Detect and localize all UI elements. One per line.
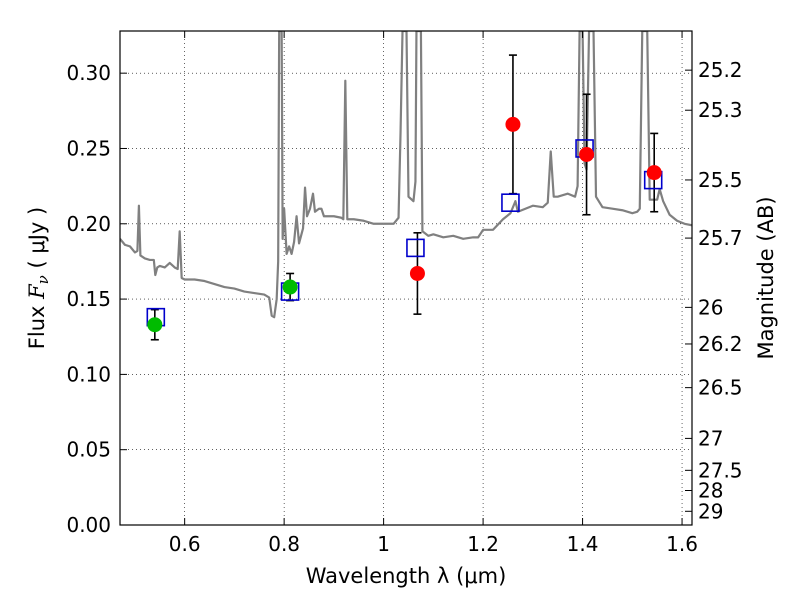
right-axis-title: Magnitude (AB) bbox=[754, 196, 778, 359]
y-tick-label: 0.05 bbox=[66, 438, 111, 462]
magnitude-tick-label: 25.2 bbox=[698, 58, 743, 82]
y-tick-label: 0.30 bbox=[66, 61, 111, 85]
magnitude-tick-label: 25.3 bbox=[698, 98, 743, 122]
plot-frame bbox=[119, 30, 693, 526]
x-tick-label: 1.2 bbox=[467, 532, 499, 556]
magnitude-tick-label: 26.5 bbox=[698, 376, 743, 400]
y-tick-label: 0.00 bbox=[66, 513, 111, 537]
tick-marks bbox=[120, 31, 692, 526]
magnitude-tick-label: 28 bbox=[698, 479, 723, 503]
y-tick-label: 0.25 bbox=[66, 136, 111, 160]
model-flux-box bbox=[501, 193, 520, 212]
x-tick-label: 1.4 bbox=[567, 532, 599, 556]
photometry-point-layer bbox=[147, 116, 662, 333]
magnitude-tick-label: 25.5 bbox=[698, 168, 743, 192]
x-tick-label: 1 bbox=[377, 532, 390, 556]
tick-labels: 0.6 0.8 1 1.2 1.4 1.6 0.00 0.05 0.10 0.15 0.20 0.25… bbox=[66, 58, 742, 556]
x-tick-label: 1.6 bbox=[666, 532, 698, 556]
magnitude-tick-label: 26.2 bbox=[698, 332, 743, 356]
magnitude-tick-label: 29 bbox=[698, 499, 723, 523]
magnitude-tick-label: 25.7 bbox=[698, 226, 743, 250]
magnitude-tick-label: 26 bbox=[698, 295, 723, 319]
photometry-point-red bbox=[646, 165, 662, 181]
x-tick-label: 0.8 bbox=[268, 532, 300, 556]
y-tick-label: 0.10 bbox=[66, 362, 111, 386]
y-axis-title-subscript: ν bbox=[34, 275, 52, 284]
y-axis-title-symbol: F bbox=[25, 283, 49, 300]
y-axis-title: Flux Fν ( μJy ) bbox=[25, 207, 52, 349]
photometry-point-red bbox=[579, 147, 595, 162]
photometry-point-green bbox=[147, 317, 163, 333]
y-axis-title-suffix: ( μJy ) bbox=[25, 207, 49, 275]
y-tick-label: 0.20 bbox=[66, 212, 111, 236]
photometry-point-red bbox=[505, 116, 521, 132]
x-axis-title: Wavelength λ (μm) bbox=[306, 564, 507, 588]
x-tick-label: 0.6 bbox=[169, 532, 201, 556]
y-axis-title-prefix: Flux bbox=[25, 299, 49, 349]
photometry-point-green bbox=[282, 279, 298, 295]
model-flux-box bbox=[406, 238, 425, 258]
y-tick-label: 0.15 bbox=[66, 287, 111, 311]
photometry-point-red bbox=[409, 265, 425, 281]
magnitude-tick-label: 27.5 bbox=[698, 458, 743, 482]
magnitude-tick-label: 27 bbox=[698, 426, 723, 450]
